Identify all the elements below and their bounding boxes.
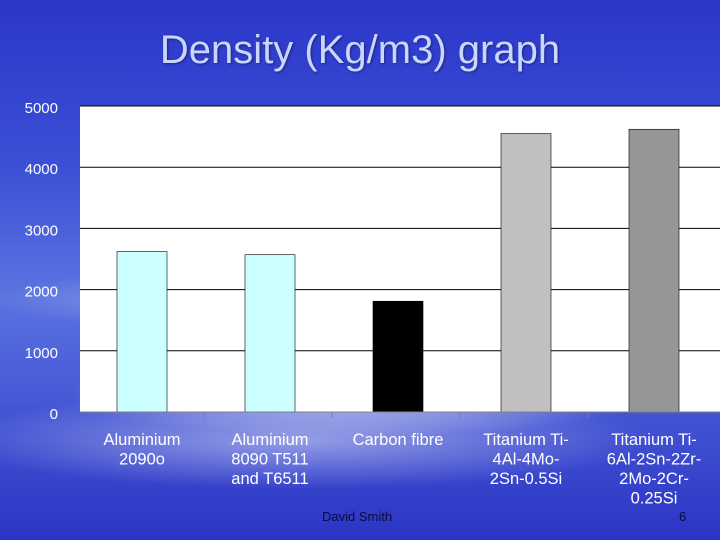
x-tick-label-line: 8090 T511 xyxy=(231,451,308,469)
y-tick-label: 1000 xyxy=(25,345,58,362)
x-tick-label-line: Aluminium xyxy=(103,431,180,449)
bar xyxy=(116,251,168,413)
x-tick-labels: Aluminium 2090o Aluminium 8090 T511 and T651… xyxy=(103,412,701,508)
x-tick-label-line: Carbon fibre xyxy=(353,431,444,449)
x-tick-label-line: Titanium Ti- xyxy=(483,431,569,449)
x-tick-label-line: 0.25Si xyxy=(631,490,678,508)
x-tick-label-line: Aluminium xyxy=(231,431,308,449)
bar xyxy=(500,133,552,413)
y-tick-labels: 5000 4000 3000 2000 1000 0 xyxy=(25,100,58,423)
x-tick-label-line: and T6511 xyxy=(231,470,308,488)
x-tick-label: Aluminium 8090 T511 and T6511 xyxy=(231,431,308,488)
y-tick-label: 2000 xyxy=(25,284,58,301)
gridlines xyxy=(80,105,720,352)
y-tick-label: 5000 xyxy=(25,100,58,117)
x-tick-label-line: 6Al-2Sn-2Zr- xyxy=(607,451,701,469)
x-tick-label-line: 4Al-4Mo- xyxy=(493,451,560,469)
bar xyxy=(244,254,296,413)
y-tick-label: 0 xyxy=(50,406,58,423)
bars xyxy=(116,128,680,413)
y-tick-label: 4000 xyxy=(25,161,58,178)
x-tick-label: Titanium Ti- 4Al-4Mo-2Sn-0.5Si xyxy=(483,431,569,488)
page-number: 6 xyxy=(679,509,687,524)
x-tick-label-line: 2Sn-0.5Si xyxy=(490,470,562,488)
bar xyxy=(372,300,424,413)
y-tick-label: 3000 xyxy=(25,222,58,239)
x-tick-label: Carbon fibre xyxy=(353,431,444,449)
x-tick-label-line: 2Mo-2Cr- xyxy=(619,470,689,488)
bar xyxy=(628,128,680,413)
x-tick-label: Titanium Ti- 6Al-2Sn-2Zr-2Mo-2Cr- 0.25Si xyxy=(607,431,701,508)
x-tick-label-line: Titanium Ti- xyxy=(611,431,697,449)
footer-author: David Smith xyxy=(322,509,393,524)
slide-title: Density (Kg/m3) graph xyxy=(159,28,561,72)
x-tick-label: Aluminium 2090o xyxy=(103,431,180,469)
x-tick-label-line: 2090o xyxy=(119,451,165,469)
